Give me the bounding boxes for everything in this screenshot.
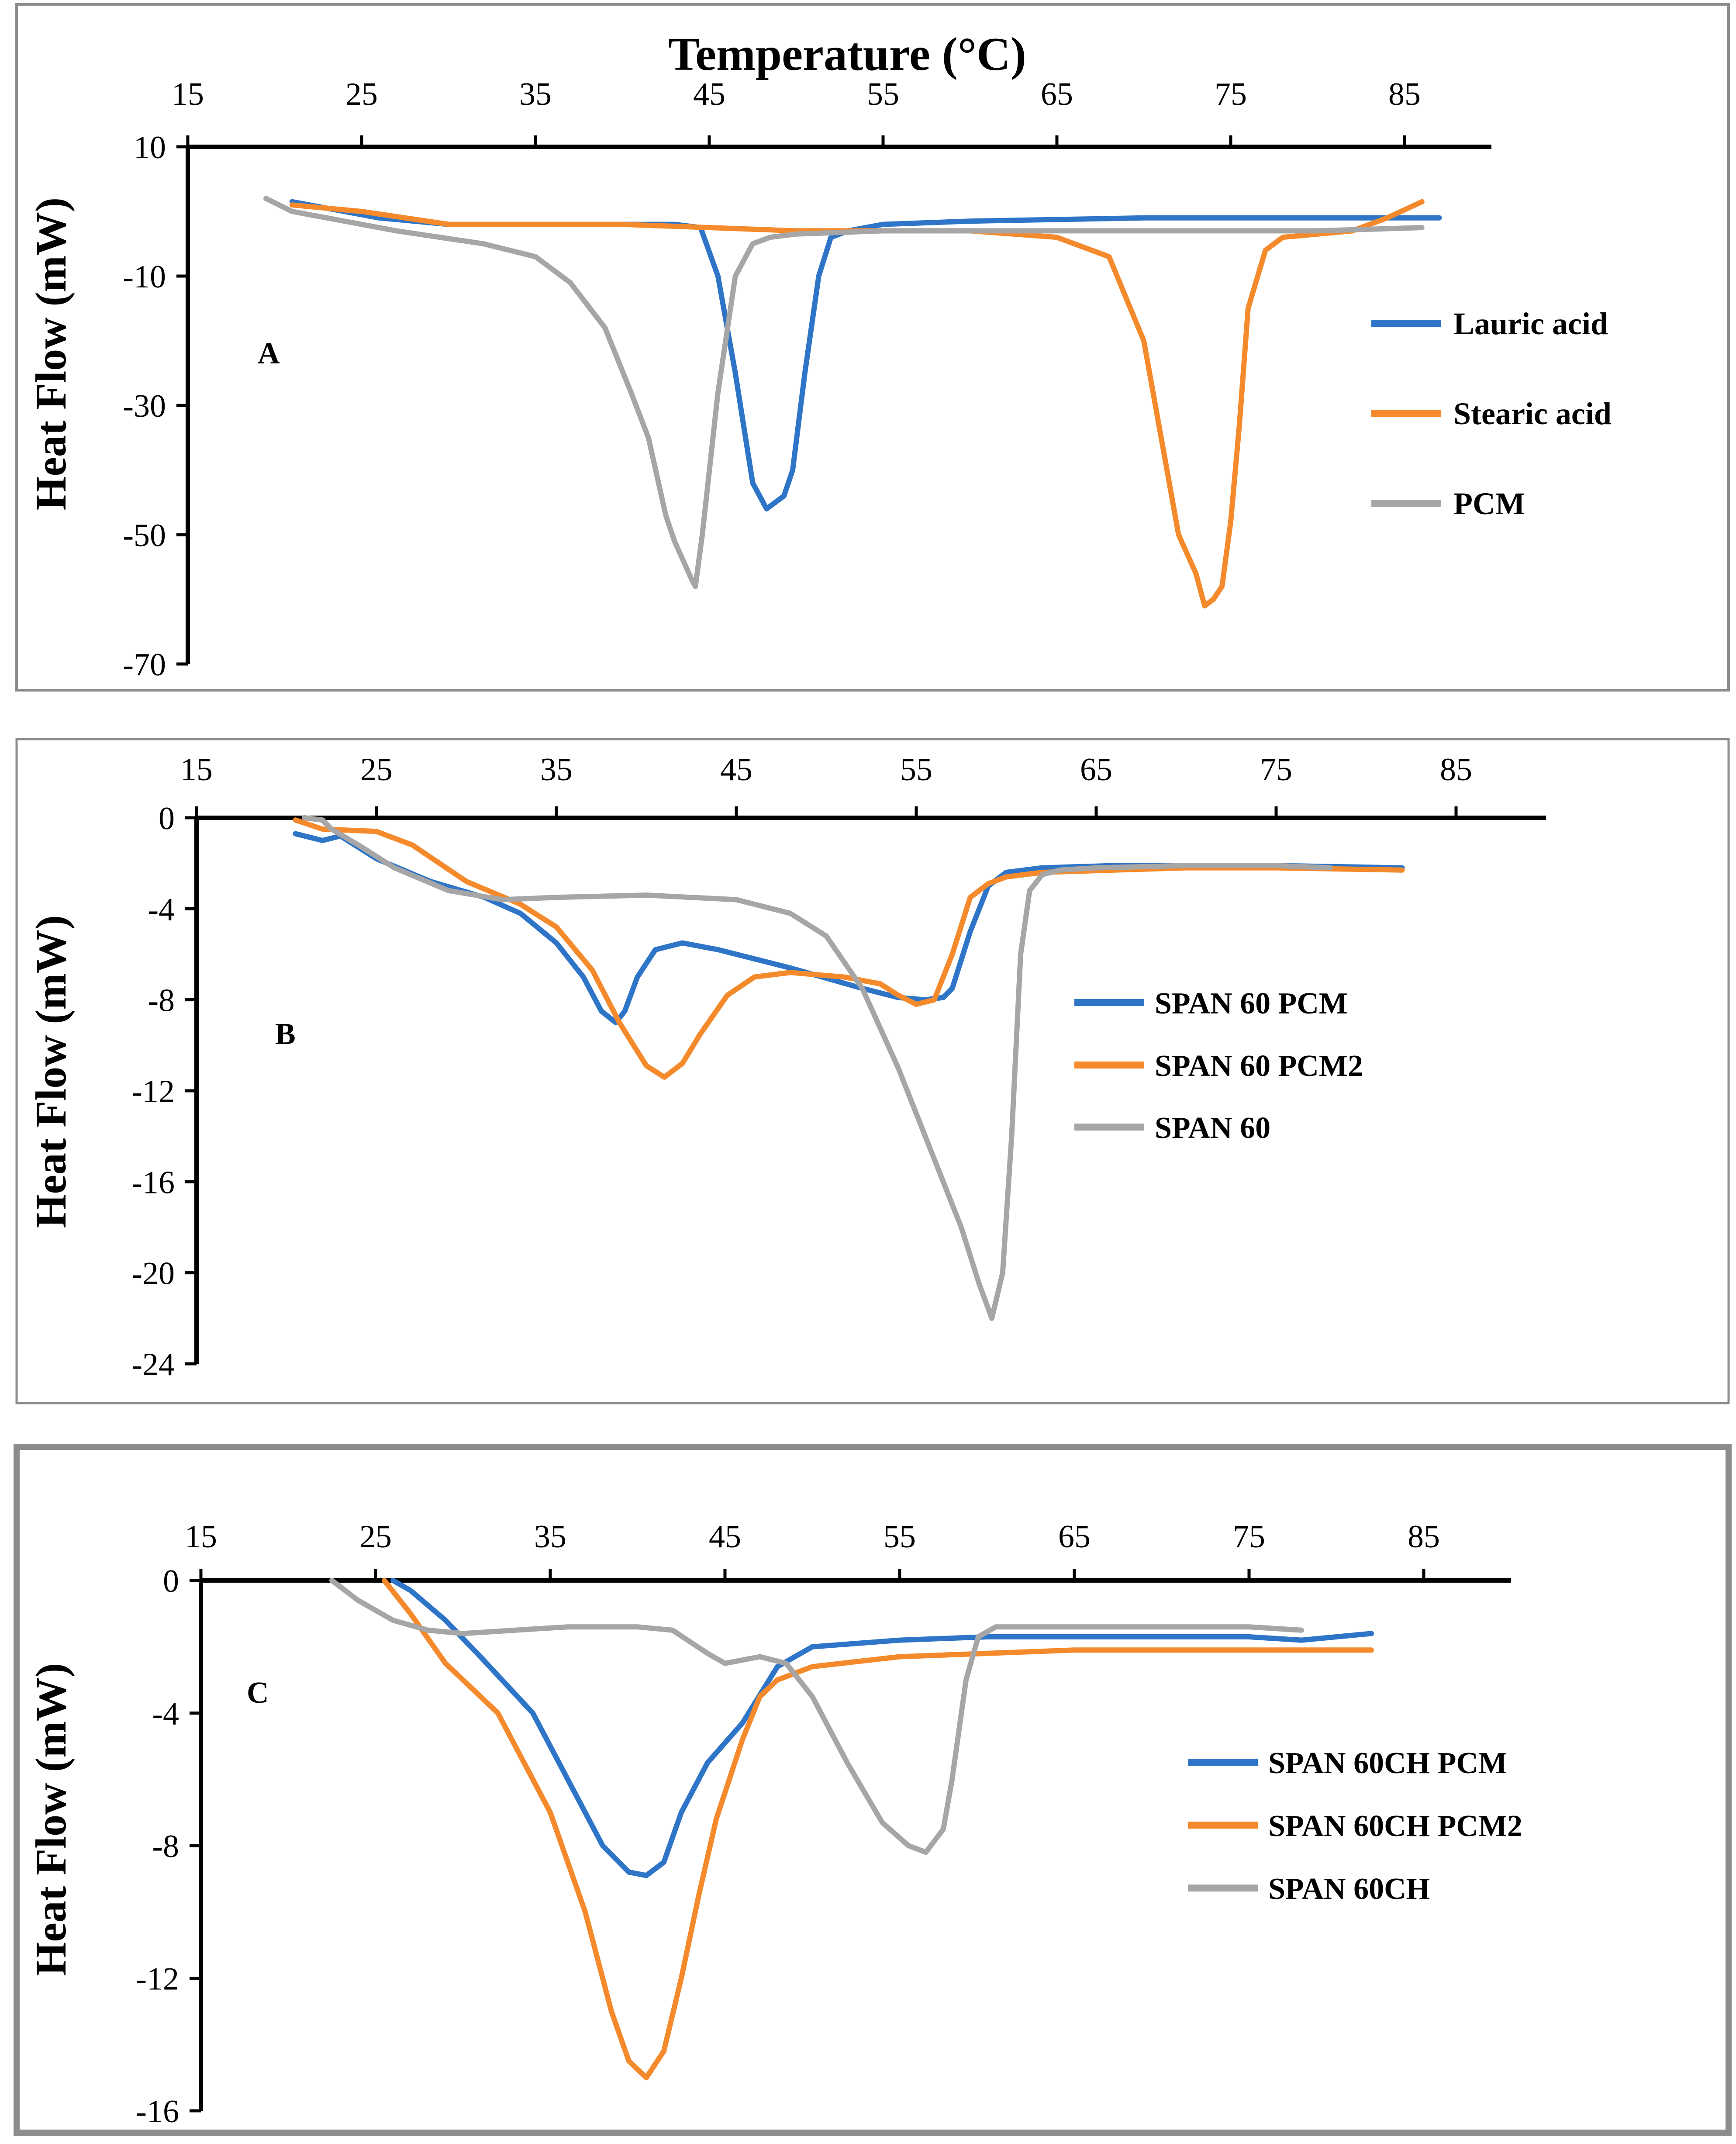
legend-label-span-60-pcm: SPAN 60 PCM [1155,987,1348,1020]
panel-b-ylabel: Heat Flow (mW) [27,915,75,1228]
panel-b-y-tick-label: 0 [159,801,175,837]
panel-a-x-tick-label: 65 [1041,76,1073,112]
panel-b-axes: 15 25 35 45 55 65 75 85 0 -4 -8 -12 -16 -20 -24 [131,752,1546,1383]
panel-a-x-tick-label: 75 [1215,76,1247,112]
panel-b-y-tick-label: -8 [148,983,175,1019]
panel-c-y-tick-label: -4 [152,1696,179,1732]
panel-b-x-tick-label: 75 [1260,752,1292,788]
panel-a-series [263,196,1442,609]
panel-c-y-tick-label: 0 [163,1563,179,1599]
panel-a-axes: 15 25 35 45 55 65 75 85 10 -10 -30 -50 -70 [123,76,1491,683]
panel-c-x-tick-label: 45 [709,1519,741,1555]
panel-a-x-tick-label: 25 [345,76,378,112]
panel-b-x-tick-label: 15 [180,752,213,788]
panel-a-frame [15,3,1730,692]
panel-c-axes: 15 25 35 45 55 65 75 85 0 -4 -8 -12 -16 [136,1519,1511,2130]
panel-c-ylabel: Heat Flow (mW) [27,1663,75,1976]
panel-c-x-tick-label: 55 [884,1519,916,1555]
panel-c-y-tick-label: -12 [136,1961,179,1997]
legend-label-span-60: SPAN 60 [1155,1111,1270,1145]
panel-a-legend: Lauric acid Stearic acid PCM [1371,306,1612,521]
legend-label-span-60ch: SPAN 60CH [1268,1872,1430,1906]
series-line-span-60 [302,815,1333,1321]
legend-label-span-60ch-pcm: SPAN 60CH PCM [1268,1746,1507,1780]
panel-c-x-tick-label: 85 [1408,1519,1440,1555]
panel-a-x-tick-label: 85 [1388,76,1421,112]
panel-c-y-tick-label: -8 [152,1829,179,1864]
series-line-pcm [263,196,1425,589]
panel-b-y-tick-label: -24 [131,1347,175,1383]
panel-b-legend: SPAN 60 PCM SPAN 60 PCM2 SPAN 60 [1074,987,1363,1145]
panel-c-legend: SPAN 60CH PCM SPAN 60CH PCM2 SPAN 60CH [1188,1746,1522,1906]
panel-a-y-tick-label: -50 [123,518,166,553]
panel-a-chart: 15 25 35 45 55 65 75 85 10 -10 -30 -50 -70 Temperatu… [27,28,1612,683]
series-line-stearic-acid [289,199,1425,609]
panel-b-x-tick-label: 25 [360,752,393,788]
panel-a-title: Temperature (°C) [668,28,1026,80]
panel-b-x-tick-label: 35 [540,752,573,788]
legend-label-span-60ch-pcm2: SPAN 60CH PCM2 [1268,1809,1522,1843]
panel-a-y-tick-label: -70 [123,647,166,683]
panel-c-x-tick-label: 75 [1233,1519,1265,1555]
panel-b-y-tick-label: -16 [131,1165,175,1200]
panel-c-x-tick-label: 65 [1058,1519,1091,1555]
panel-b-y-tick-label: -20 [131,1256,175,1292]
panel-b-y-tick-label: -4 [148,892,175,927]
panel-b-x-tick-label: 45 [720,752,752,788]
panel-c-label: C [247,1676,269,1710]
panel-b-chart: 15 25 35 45 55 65 75 85 0 -4 -8 -12 -16 -20 -24 Heat F… [27,752,1546,1383]
legend-label-lauric-acid: Lauric acid [1453,306,1608,341]
panel-b-x-tick-label: 85 [1440,752,1472,788]
panel-b-label: B [275,1017,296,1051]
panel-c-series [329,1578,1374,2081]
legend-label-stearic-acid: Stearic acid [1453,396,1612,431]
panel-c-x-tick-label: 15 [185,1519,217,1555]
legend-label-pcm: PCM [1453,486,1525,521]
panel-c-frame [14,1444,1732,2136]
panel-b-series [293,815,1405,1321]
panel-a-y-tick-label: -10 [123,259,166,295]
panel-c-x-tick-label: 35 [534,1519,566,1555]
legend-label-span-60-pcm2: SPAN 60 PCM2 [1155,1049,1363,1083]
panel-a-y-tick-label: -30 [123,388,166,424]
panel-a-x-tick-label: 55 [867,76,899,112]
panel-b-frame [15,738,1730,1404]
panel-a-x-tick-label: 45 [693,76,725,112]
series-line-span-60ch-pcm2 [382,1578,1374,2081]
panel-c-y-tick-label: -16 [136,2094,179,2130]
panel-a-y-tick-label: 10 [134,130,166,166]
panel-b-x-tick-label: 65 [1080,752,1112,788]
series-line-span-60ch [329,1578,1304,1855]
panel-a-ylabel: Heat Flow (mW) [27,197,75,510]
panel-a-label: A [258,337,280,370]
panel-c-x-tick-label: 25 [359,1519,392,1555]
panel-b-x-tick-label: 55 [900,752,932,788]
panel-b-y-tick-label: -12 [131,1074,175,1110]
series-line-span-60ch-pcm [390,1578,1374,1878]
panel-a-x-tick-label: 15 [172,76,204,112]
panel-c-chart: 15 25 35 45 55 65 75 85 0 -4 -8 -12 -16 Heat Flow (m… [27,1519,1522,2130]
panel-a-x-tick-label: 35 [519,76,552,112]
